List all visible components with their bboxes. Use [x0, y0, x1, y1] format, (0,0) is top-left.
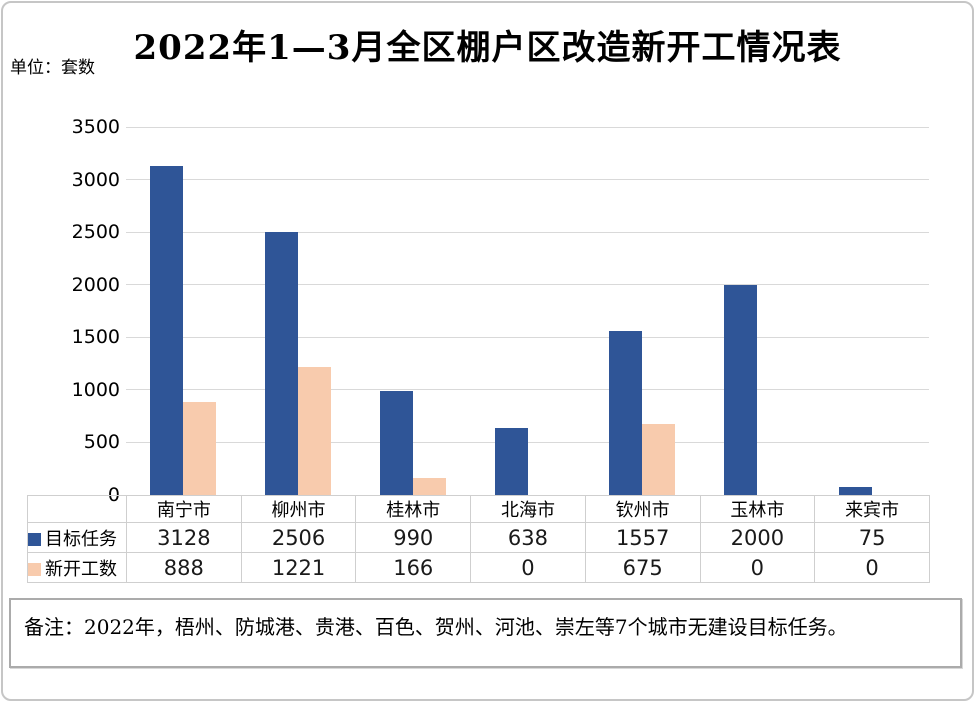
- category-header-row: 南宁市 柳州市 桂林市 北海市 钦州市 玉林市 来宾市: [27, 495, 930, 523]
- y-axis-tick-label: 2500: [71, 221, 120, 244]
- chart-title: 2022年1—3月全区棚户区改造新开工情况表: [133, 28, 842, 68]
- unit-label: 单位：套数: [10, 58, 95, 78]
- bar-series2-钦州市: [642, 424, 675, 495]
- category-header-桂林市: 桂林市: [355, 495, 472, 523]
- bar-series1-北海市: [495, 428, 528, 495]
- bar-series1-南宁市: [150, 166, 183, 495]
- bar-series2-桂林市: [413, 478, 446, 495]
- value-cell-目标任务-南宁市: 3128: [126, 522, 242, 553]
- legend-swatch-icon: [28, 562, 41, 576]
- category-header-南宁市: 南宁市: [126, 495, 242, 523]
- y-axis: 0 500 1000 1500 2000 2500 3000 3500: [36, 117, 120, 505]
- value-cell-目标任务-北海市: 638: [470, 522, 586, 553]
- category-header-玉林市: 玉林市: [699, 495, 816, 523]
- y-axis-tick-label: 2000: [71, 273, 120, 296]
- note-text: 备注：2022年，梧州、防城港、贵港、百色、贺州、河池、崇左等7个城市无建设目标…: [24, 615, 848, 639]
- y-axis-tick-label: 1500: [71, 326, 120, 349]
- category-header-柳州市: 柳州市: [240, 495, 357, 523]
- legend-cell-目标任务: 目标任务: [27, 522, 127, 553]
- gridline-1500: [126, 336, 929, 338]
- bar-series1-钦州市: [609, 331, 642, 495]
- value-cell-目标任务-玉林市: 2000: [699, 522, 816, 553]
- value-cell-新开工数-桂林市: 166: [355, 552, 472, 583]
- bar-series1-玉林市: [724, 285, 757, 495]
- category-header-钦州市: 钦州市: [584, 495, 701, 523]
- legend-swatch-icon: [28, 532, 41, 546]
- gridline-3000: [126, 179, 929, 181]
- y-axis-tick-label: 500: [83, 431, 120, 454]
- category-header-来宾市: 来宾市: [814, 495, 930, 523]
- y-axis-tick-label: 1000: [71, 378, 120, 401]
- gridline-2500: [126, 231, 929, 233]
- value-cell-目标任务-钦州市: 1557: [584, 522, 701, 553]
- value-cell-新开工数-柳州市: 1221: [240, 552, 357, 583]
- gridline-2000: [126, 284, 929, 286]
- bar-series2-南宁市: [183, 402, 216, 495]
- bar-series2-柳州市: [298, 367, 331, 495]
- value-cell-目标任务-柳州市: 2506: [240, 522, 357, 553]
- note-box: 备注：2022年，梧州、防城港、贵港、百色、贺州、河池、崇左等7个城市无建设目标…: [9, 598, 962, 668]
- gridline-3500: [126, 126, 929, 128]
- value-cell-目标任务-来宾市: 75: [814, 522, 930, 553]
- y-axis-tick-label: 3500: [71, 116, 120, 138]
- value-cell-新开工数-北海市: 0: [470, 552, 586, 583]
- gridline-1000: [126, 389, 929, 391]
- legend-label: 目标任务: [45, 528, 117, 550]
- value-cell-目标任务-桂林市: 990: [355, 522, 472, 553]
- data-table: 南宁市 柳州市 桂林市 北海市 钦州市 玉林市 来宾市 目标任务 3128 2506 990 638 1…: [27, 495, 930, 583]
- table-row-新开工数: 新开工数 888 1221 166 0 675 0 0: [27, 552, 930, 583]
- value-cell-新开工数-南宁市: 888: [126, 552, 242, 583]
- table-row-目标任务: 目标任务 3128 2506 990 638 1557 2000 75: [27, 522, 930, 553]
- plot-area: [126, 126, 929, 495]
- value-cell-新开工数-玉林市: 0: [699, 552, 816, 583]
- legend-label: 新开工数: [45, 558, 117, 580]
- bar-series1-柳州市: [265, 232, 298, 495]
- bar-series1-桂林市: [380, 391, 413, 495]
- value-cell-新开工数-来宾市: 0: [814, 552, 930, 583]
- legend-cell-新开工数: 新开工数: [27, 552, 127, 583]
- y-axis-tick-label: 3000: [71, 168, 120, 191]
- value-cell-新开工数-钦州市: 675: [584, 552, 701, 583]
- table-corner-blank: [27, 495, 127, 523]
- bar-series1-来宾市: [839, 487, 872, 495]
- category-header-北海市: 北海市: [470, 495, 586, 523]
